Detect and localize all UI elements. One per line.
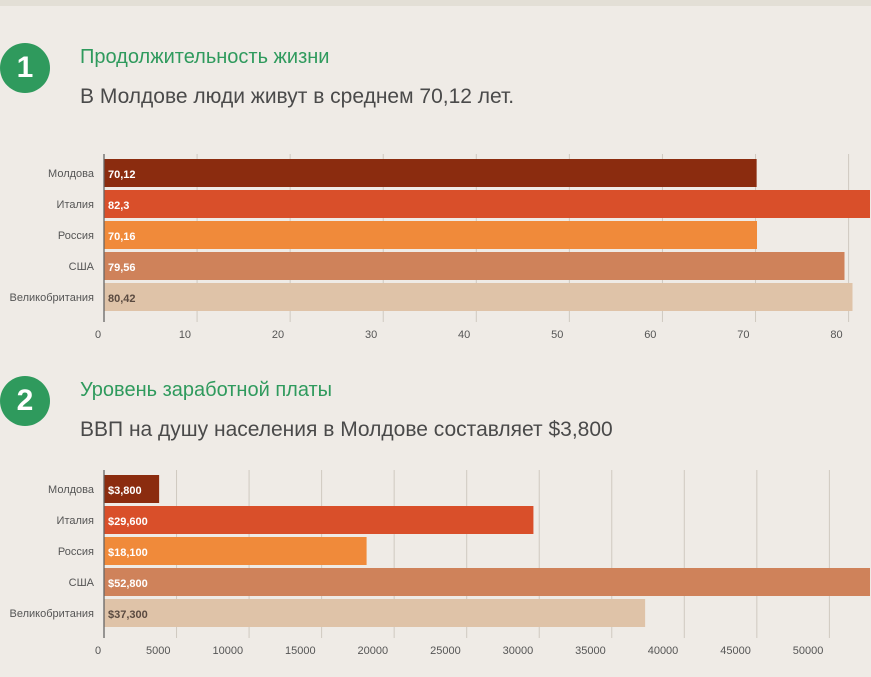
section-subheading: ВВП на душу населения в Молдове составля…: [80, 418, 613, 441]
section-wages: 2 Уровень заработной платы ВВП на душу н…: [0, 365, 871, 677]
x-tick-label: 15000: [285, 645, 316, 656]
category-label: США: [69, 577, 95, 589]
category-label: Молдова: [48, 168, 95, 180]
x-tick-label: 60: [644, 329, 656, 340]
x-tick-label: 30: [365, 329, 377, 340]
category-label: Италия: [57, 199, 95, 211]
category-label: Россия: [58, 230, 94, 242]
bar-value-label: $52,800: [108, 578, 148, 590]
x-tick-label: 20: [272, 329, 284, 340]
life-expectancy-chart: 70,12 Молдова 82,3 Италия 70,16 Россия 79,56 СШ…: [10, 154, 870, 340]
category-label: Италия: [57, 515, 95, 527]
bar: [104, 568, 870, 596]
bar-value-label: 80,42: [108, 293, 136, 305]
bar: [104, 537, 367, 565]
category-label: США: [69, 261, 95, 273]
x-tick-label: 0: [95, 645, 101, 656]
x-tick-label: 10: [179, 329, 191, 340]
x-tick-label: 20000: [358, 645, 389, 656]
category-label: Россия: [58, 546, 94, 558]
bar-value-label: 79,56: [108, 262, 136, 274]
bar: [104, 475, 160, 503]
x-tick-label: 70: [737, 329, 749, 340]
section-number-badge: 2: [0, 376, 50, 426]
bar: [104, 506, 534, 534]
x-tick-label: 25000: [430, 645, 461, 656]
x-tick-label: 80: [830, 329, 842, 340]
bar-value-label: $37,300: [108, 609, 148, 621]
bar: [104, 599, 646, 627]
x-tick-label: 35000: [575, 645, 606, 656]
x-tick-label: 50: [551, 329, 563, 340]
bar-value-label: 82,3: [108, 200, 129, 212]
x-tick-label: 10000: [212, 645, 243, 656]
top-map-strip: [0, 0, 871, 6]
section-number-badge: 1: [0, 43, 50, 93]
category-label: Молдова: [48, 484, 95, 496]
bar-value-label: $18,100: [108, 547, 148, 559]
section-life-expectancy: 1 Продолжительность жизни В Молдове люди…: [0, 43, 515, 108]
bar-value-label: $29,600: [108, 516, 148, 528]
x-tick-label: 40: [458, 329, 470, 340]
bar-value-label: 70,16: [108, 231, 136, 243]
bar: [104, 252, 845, 280]
bar-value-label: $3,800: [108, 485, 142, 497]
x-tick-label: 50000: [793, 645, 824, 656]
bar: [104, 221, 758, 249]
bar: [104, 159, 757, 187]
x-tick-label: 5000: [146, 645, 170, 656]
section-subheading: В Молдове люди живут в среднем 70,12 лет…: [80, 85, 515, 108]
gdp-per-capita-chart: $3,800 Молдова $29,600 Италия $18,100 Россия $…: [10, 470, 870, 656]
category-label: Великобритания: [10, 292, 95, 304]
bar: [104, 283, 853, 311]
x-tick-label: 40000: [648, 645, 679, 656]
category-label: Великобритания: [10, 608, 95, 620]
section-heading: Продолжительность жизни: [80, 46, 330, 68]
x-tick-label: 30000: [503, 645, 534, 656]
x-tick-label: 45000: [720, 645, 751, 656]
bar-value-label: 70,12: [108, 169, 136, 181]
section-heading: Уровень заработной платы: [80, 379, 333, 401]
x-tick-label: 0: [95, 329, 101, 340]
bar: [104, 190, 870, 218]
